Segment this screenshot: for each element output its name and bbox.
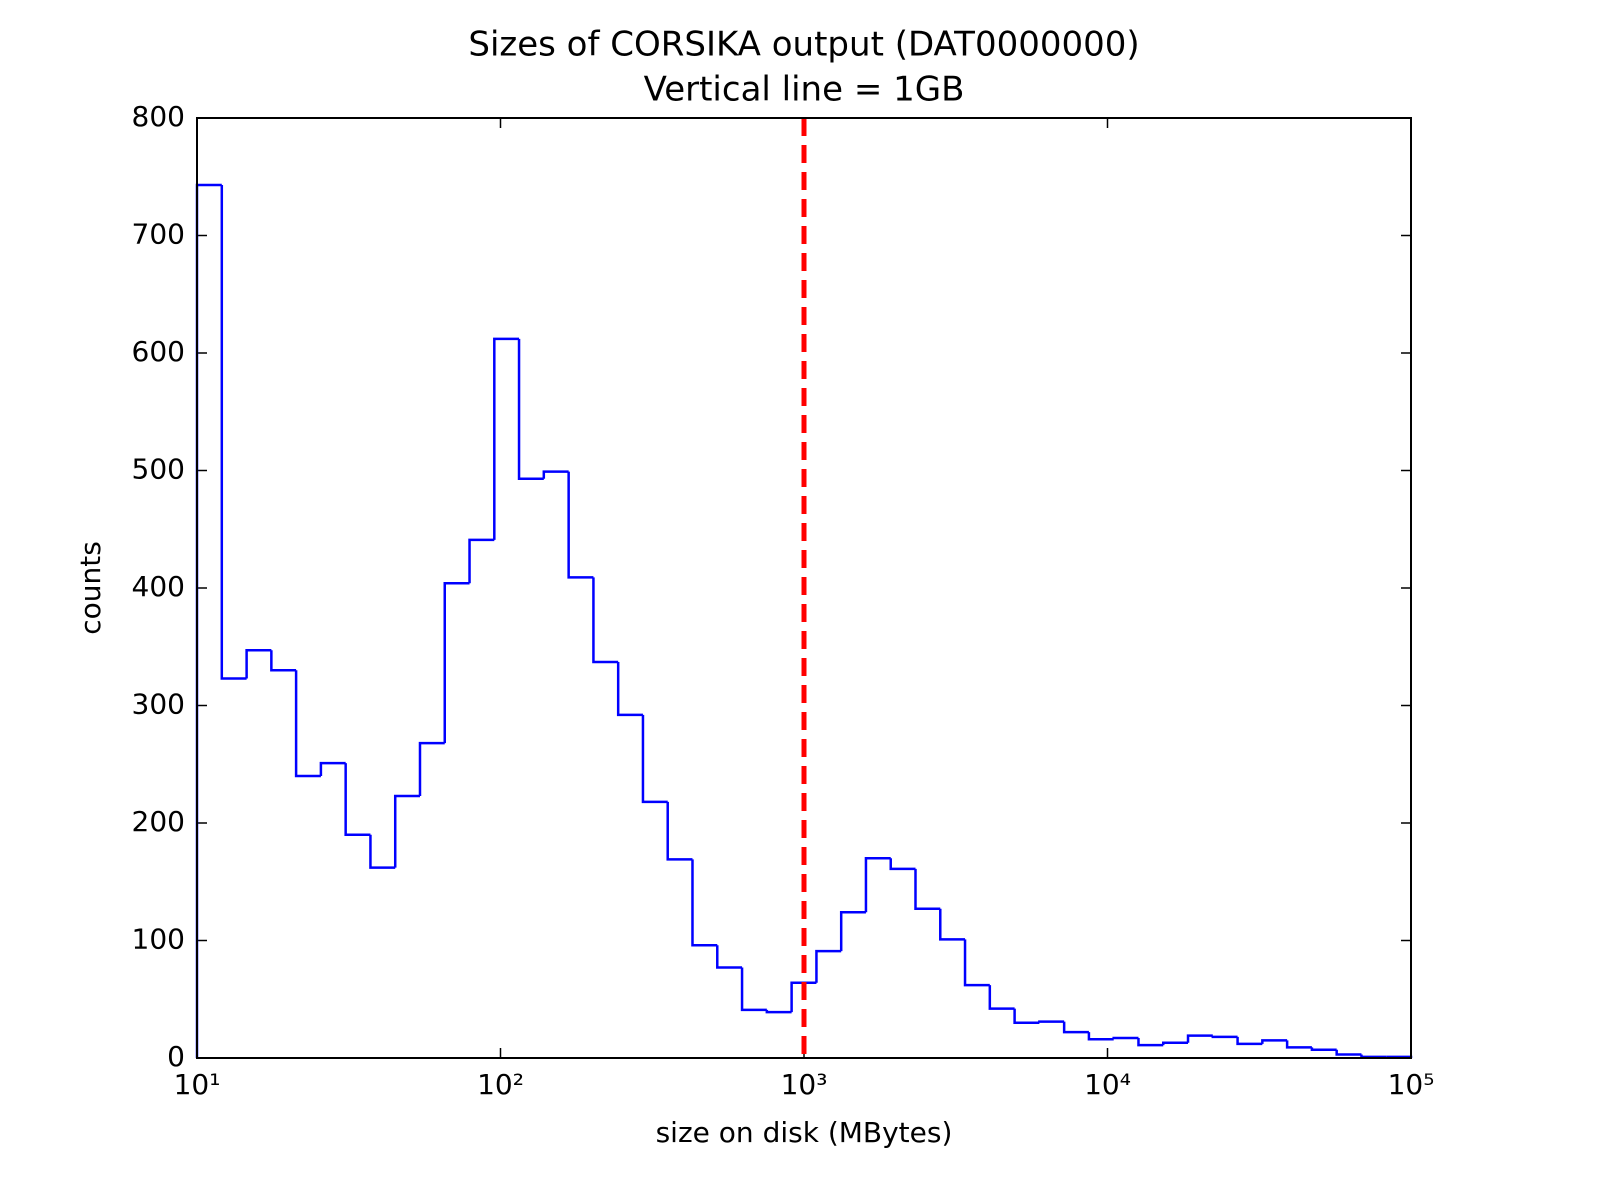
histogram-step: [393, 794, 420, 868]
histogram-step: [567, 471, 594, 579]
histogram-step: [988, 985, 1015, 1010]
y-tick-label: 200: [132, 805, 185, 838]
histogram-step: [1360, 1054, 1387, 1059]
histogram-step: [839, 911, 866, 952]
histogram-step: [1310, 1047, 1337, 1052]
histogram-step: [1087, 1032, 1114, 1041]
y-tick-label: 400: [132, 570, 185, 603]
histogram-step: [270, 650, 297, 672]
histogram-step: [889, 858, 916, 871]
histogram-step: [542, 470, 569, 479]
histogram-step: [443, 582, 470, 744]
y-axis-label: counts: [74, 541, 107, 635]
histogram-step: [493, 337, 520, 540]
histogram-step: [1261, 1039, 1288, 1044]
histogram-step: [790, 981, 817, 1013]
histogram-step: [468, 538, 495, 584]
histogram-step: [369, 834, 396, 869]
histogram-step: [294, 670, 321, 778]
histogram-step: [963, 939, 990, 987]
y-tick-label: 300: [132, 688, 185, 721]
histogram-step: [666, 801, 693, 861]
x-tick-label: 10⁵: [1388, 1068, 1435, 1101]
histogram-step: [939, 908, 966, 941]
histogram-step: [740, 967, 767, 1012]
x-tick-label: 10²: [477, 1068, 524, 1101]
histogram-step: [1112, 1036, 1139, 1040]
histogram-step: [641, 714, 668, 804]
histogram-step: [616, 662, 643, 717]
histogram-step: [1236, 1036, 1263, 1046]
histogram-step: [220, 184, 247, 680]
y-tick-label: 0: [167, 1040, 185, 1073]
histogram-step: [1013, 1008, 1040, 1024]
y-tick-label: 700: [132, 218, 185, 251]
histogram-step: [344, 763, 371, 836]
y-tick-label: 500: [132, 453, 185, 486]
x-tick-label: 10⁴: [1084, 1068, 1131, 1101]
histogram-step: [815, 949, 842, 983]
histogram-step: [1186, 1034, 1213, 1043]
histogram-step: [1038, 1020, 1065, 1023]
y-tick-label: 600: [132, 335, 185, 368]
histogram-step: [245, 649, 272, 679]
histogram-step: [592, 577, 619, 664]
histogram-step: [418, 741, 445, 796]
x-tick-label: 10¹: [174, 1068, 221, 1101]
histogram-step: [1211, 1035, 1238, 1039]
x-axis-label: size on disk (MBytes): [656, 1116, 953, 1149]
histogram-step: [1335, 1049, 1362, 1056]
histogram-step: [1285, 1040, 1312, 1049]
histogram-step: [517, 338, 544, 480]
y-tick-label: 800: [132, 100, 185, 133]
histogram-step: [691, 859, 718, 947]
histogram-step: [1062, 1021, 1089, 1034]
histogram-step: [1161, 1041, 1189, 1046]
x-tick-label: 10³: [781, 1068, 828, 1101]
histogram-step: [1137, 1038, 1164, 1047]
histogram-step: [765, 1009, 792, 1014]
chart-title: Sizes of CORSIKA output (DAT0000000): [468, 25, 1139, 65]
histogram-step: [914, 868, 941, 911]
histogram-step: [716, 945, 743, 969]
histogram-step: [864, 857, 891, 913]
plot-frame: [196, 117, 1412, 1059]
chart-subtitle: Vertical line = 1GB: [644, 70, 965, 110]
y-tick-label: 100: [132, 923, 185, 956]
histogram-step: [319, 761, 346, 776]
